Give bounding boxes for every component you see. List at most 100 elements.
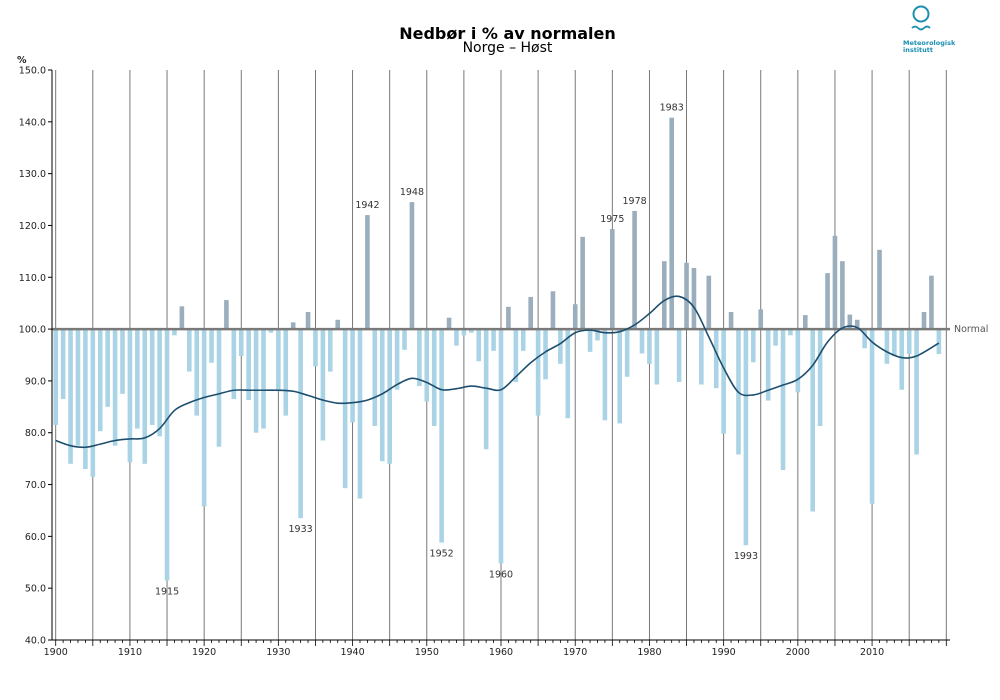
bar: [795, 329, 801, 393]
y-tick-label: 110.0: [19, 273, 46, 284]
bar: [929, 275, 934, 330]
bar: [120, 329, 125, 394]
bar: [877, 249, 882, 330]
bar: [365, 215, 370, 330]
y-tick-label: 150.0: [19, 66, 46, 77]
x-tick-label: 1960: [489, 647, 513, 658]
bar: [179, 306, 185, 330]
year-annotation: 1960: [489, 569, 513, 580]
bar: [832, 235, 838, 330]
baseline: Normal: [52, 324, 988, 335]
bar: [780, 329, 786, 471]
x-tick-label: 2010: [860, 647, 884, 658]
bar: [602, 329, 608, 421]
bar: [290, 322, 296, 330]
y-tick-label: 140.0: [19, 117, 46, 128]
bar: [216, 329, 222, 447]
bar: [788, 329, 793, 336]
bar: [305, 311, 311, 330]
bar: [394, 329, 400, 390]
bar: [335, 319, 341, 330]
bar: [350, 329, 355, 423]
bar: [157, 329, 162, 437]
bar: [624, 329, 630, 377]
chart-title: Nedbør i % av normalen: [399, 24, 616, 43]
year-annotation: 1952: [430, 549, 454, 560]
bar: [283, 329, 289, 416]
bar: [209, 329, 214, 363]
bar: [728, 311, 734, 330]
bar: [661, 261, 667, 330]
bar: [721, 329, 726, 434]
bar: [491, 329, 496, 351]
bar: [313, 329, 318, 367]
bar: [810, 329, 816, 512]
x-tick-label: 1900: [44, 647, 68, 658]
smoothed-series: [55, 295, 940, 449]
y-tick-label: 70.0: [25, 480, 46, 491]
bar: [246, 329, 251, 401]
bar: [431, 329, 437, 426]
bar: [469, 329, 474, 333]
bar: [899, 329, 905, 390]
chart-subtitle: Norge – Høst: [462, 40, 553, 56]
smoothed-line: [55, 295, 940, 449]
bar: [684, 262, 689, 330]
bar: [68, 329, 73, 464]
bar: [669, 117, 674, 330]
bar: [892, 329, 897, 357]
bar: [699, 329, 704, 385]
bar: [647, 329, 652, 364]
bar: [172, 329, 177, 336]
year-annotations: 1915 1933 1942 1948 1952 1960 1975 1978 1983 1993: [155, 103, 758, 598]
bar: [580, 236, 585, 330]
bar: [483, 329, 489, 450]
bar: [186, 329, 192, 372]
bar: [75, 329, 81, 446]
bar: [847, 314, 853, 330]
axes: 40.0 50.0 60.0 70.0 80.0 90.0 100.0 110.0 120.0 1…: [17, 55, 950, 658]
bar: [238, 329, 244, 357]
bar: [409, 202, 415, 330]
bar: [60, 329, 66, 400]
bar: [90, 329, 96, 477]
bar: [261, 329, 266, 429]
bar: [884, 329, 890, 364]
bar: [135, 329, 140, 429]
bar: [550, 291, 556, 330]
bar: [765, 329, 771, 401]
bar: [862, 329, 867, 349]
bar: [224, 300, 229, 330]
bar: [520, 329, 526, 351]
bar: [342, 329, 348, 489]
bar: [617, 329, 623, 424]
bar: [751, 329, 756, 363]
bar: [632, 210, 637, 330]
bar: [773, 329, 778, 346]
year-annotation: 1942: [355, 200, 379, 211]
y-tick-label: 60.0: [25, 532, 46, 543]
bar: [402, 329, 407, 350]
bar: [565, 329, 571, 419]
y-tick-label: 130.0: [19, 169, 46, 180]
bar: [691, 267, 697, 330]
x-tick-label: 1970: [563, 647, 587, 658]
bar: [595, 329, 600, 341]
bar: [513, 329, 519, 382]
normal-label: Normal: [954, 324, 988, 335]
x-tick-label: 1920: [192, 647, 216, 658]
bar: [105, 329, 110, 407]
bar: [535, 329, 541, 416]
y-tick-label: 40.0: [25, 636, 46, 647]
bar: [840, 261, 845, 330]
met-logo: Meteorologisk institutt: [903, 4, 963, 54]
y-axis-label: %: [17, 55, 27, 66]
bar: [906, 329, 912, 354]
bar: [676, 329, 682, 382]
bar: [298, 329, 303, 519]
bar: [558, 329, 563, 364]
bar: [461, 329, 467, 336]
bar: [97, 329, 103, 432]
bars: [53, 117, 942, 581]
